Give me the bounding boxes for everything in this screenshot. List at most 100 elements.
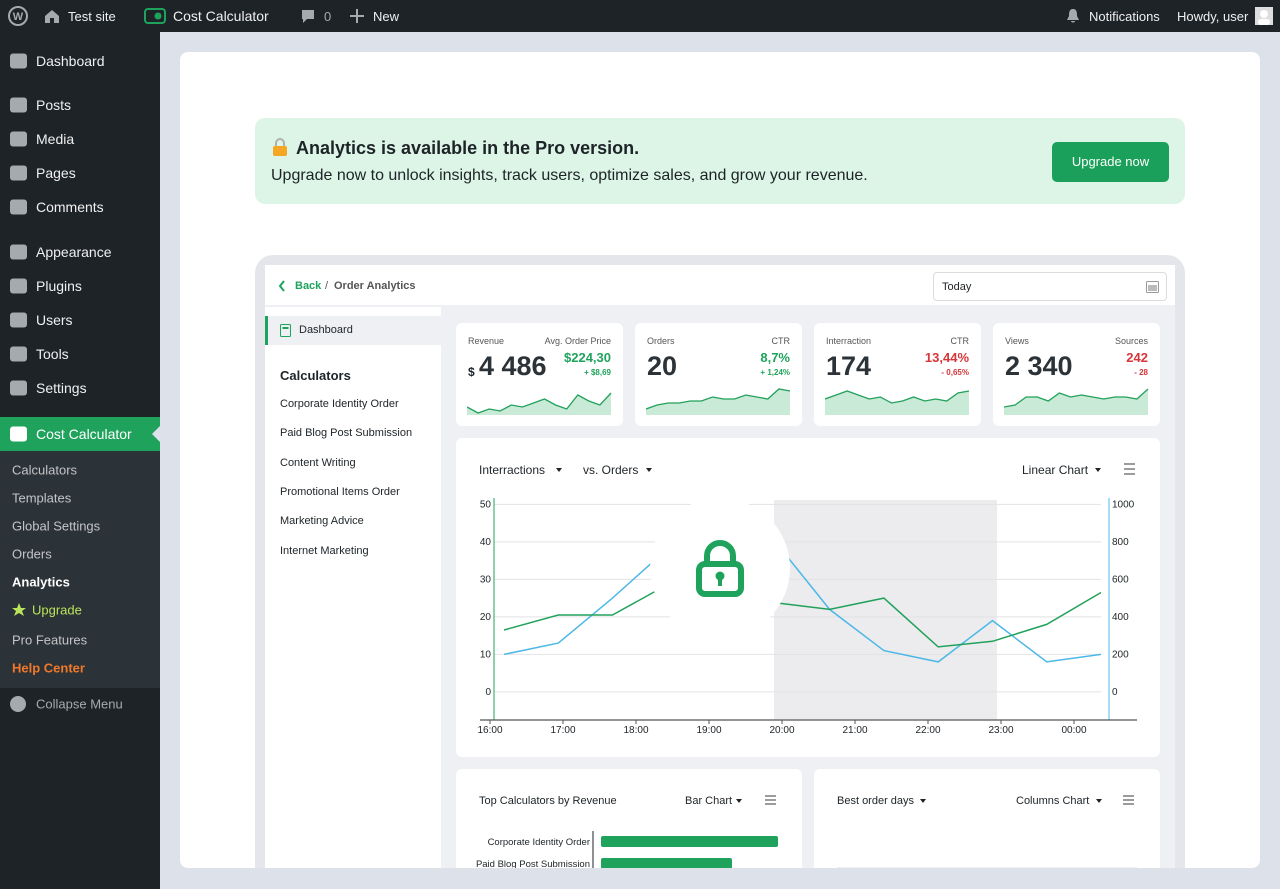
back-link[interactable]: Back	[295, 280, 322, 292]
caret	[920, 799, 926, 803]
caret	[1095, 468, 1101, 472]
type-select[interactable]: Bar Chart	[685, 795, 732, 807]
y-tick-label: 10	[480, 649, 492, 660]
menu-item[interactable]: Dashboard	[36, 53, 105, 69]
menu-icon	[10, 97, 27, 113]
lock-shackle	[704, 540, 736, 566]
submenu-item[interactable]: Help Center	[12, 660, 85, 676]
stat-side-label: CTR	[771, 336, 791, 346]
submenu-item[interactable]: Global Settings	[12, 518, 101, 534]
menu-icon	[10, 278, 27, 294]
calculator-link[interactable]: Corporate Identity Order	[280, 398, 399, 410]
active-menu[interactable]: Cost Calculator	[36, 426, 132, 442]
menu-item[interactable]: Plugins	[36, 278, 82, 294]
svg-text:W: W	[13, 11, 24, 23]
menu-item[interactable]: Posts	[36, 97, 72, 113]
submenu-item[interactable]: Orders	[12, 546, 52, 562]
calculator-link[interactable]: Paid Blog Post Submission	[280, 427, 413, 440]
preview-inner: Back / Order Analytics Today Dashboard C…	[265, 265, 1175, 868]
sparkline-area	[825, 391, 969, 415]
admin-bar: W Test site Cost Calculator 0 New Notifi…	[0, 0, 1280, 32]
plugin-icon	[144, 8, 166, 24]
menu-item[interactable]: Media	[36, 131, 75, 147]
notice-text: Upgrade now to unlock insights, track us…	[271, 167, 868, 184]
notifications-link[interactable]: Notifications	[1089, 9, 1160, 24]
menu-item[interactable]: Tools	[36, 346, 69, 362]
content-card: Analytics is available in the Pro versio…	[180, 52, 1260, 868]
type-select[interactable]: Linear Chart	[1022, 463, 1089, 477]
card-title: Best order days	[837, 795, 915, 807]
caret	[736, 799, 742, 803]
upgrade-button[interactable]: Upgrade now	[1052, 142, 1169, 182]
wp-logo[interactable]: W	[8, 6, 28, 26]
stat-currency: $	[468, 365, 475, 379]
submenu-item[interactable]: Upgrade	[32, 602, 82, 618]
notice-title: Analytics is available in the Pro versio…	[296, 138, 640, 158]
calculator-link[interactable]: Content Writing	[280, 456, 356, 469]
menu-item[interactable]: Settings	[36, 380, 87, 396]
stat-side-label: CTR	[950, 336, 970, 346]
sparkline-line	[467, 392, 612, 414]
comments-count[interactable]: 0	[324, 9, 332, 24]
stat-delta: - 0,65%	[941, 368, 969, 377]
bell-icon	[1067, 9, 1079, 23]
series-line	[503, 578, 1102, 648]
stat-delta: + $8,69	[584, 368, 611, 377]
submenu-bg	[0, 451, 160, 688]
date-input[interactable]: Today	[933, 272, 1167, 301]
metric-select[interactable]: Interractions	[479, 463, 545, 477]
sparkline	[1004, 388, 1149, 415]
y2-tick-label: 400	[1112, 612, 1129, 623]
calculator-link[interactable]: Marketing Advice	[280, 515, 364, 528]
stat-label: Views	[1005, 336, 1029, 346]
menu-item[interactable]: Users	[36, 312, 73, 328]
menu-item[interactable]: Comments	[36, 199, 104, 215]
sparkline-line	[646, 388, 791, 410]
new-link[interactable]: New	[373, 9, 400, 24]
site-link[interactable]: Test site	[68, 9, 116, 24]
comments-icon	[302, 10, 314, 23]
stat-value: 20	[647, 351, 678, 381]
submenu-item[interactable]: Analytics	[12, 574, 70, 590]
preview-sidebar: Dashboard Calculators Corporate Identity…	[265, 307, 441, 868]
bar-label: Paid Blog Post Submission	[476, 859, 590, 868]
stat-side-label: Avg. Order Price	[544, 336, 611, 346]
plugin-link[interactable]: Cost Calculator	[173, 8, 269, 24]
type-select[interactable]: Columns Chart	[1016, 795, 1089, 807]
stat-card: Revenue Avg. Order Price $4 486 $224,30 + $8…	[456, 323, 623, 426]
submenu-item[interactable]: Calculators	[12, 462, 78, 478]
stat-value: 2 340	[1005, 351, 1073, 381]
plus-icon	[350, 9, 364, 23]
bar	[601, 858, 732, 868]
stat-label: Orders	[647, 336, 675, 346]
stat-side-value: 13,44%	[924, 350, 969, 365]
submenu-item[interactable]: Pro Features	[12, 632, 88, 648]
menu-item[interactable]: Appearance	[36, 244, 112, 260]
sparkline-area	[1004, 389, 1148, 415]
home-icon	[45, 10, 59, 23]
collapse-menu[interactable]: Collapse Menu	[36, 696, 123, 712]
menu-icon	[10, 312, 27, 328]
submenu-item[interactable]: Templates	[12, 490, 72, 506]
y-tick-label: 50	[480, 499, 492, 510]
preview-header: Back / Order Analytics Today	[265, 265, 1175, 305]
y2-tick-label: 0	[1112, 687, 1118, 698]
top-calculators-card: Top Calculators by Revenue Bar Chart Corpo…	[456, 769, 802, 868]
avatar[interactable]	[1255, 7, 1273, 25]
x-tick-label: 17:00	[550, 725, 575, 736]
x-tick-label: 20:00	[769, 725, 794, 736]
nav-active[interactable]: Dashboard	[265, 316, 441, 345]
nav-icon	[280, 324, 291, 337]
stat-side-value: 8,7%	[760, 350, 790, 365]
compare-select[interactable]: vs. Orders	[583, 463, 638, 477]
x-tick-label: 22:00	[915, 725, 940, 736]
star-icon	[12, 603, 26, 616]
y2-tick-label: 1000	[1112, 499, 1135, 510]
menu-item[interactable]: Pages	[36, 165, 76, 181]
user-greeting[interactable]: Howdy, user	[1177, 9, 1249, 24]
calculator-link[interactable]: Internet Marketing	[280, 544, 369, 557]
calculator-link[interactable]: Promotional Items Order	[280, 485, 400, 498]
nav-label: Dashboard	[299, 324, 353, 336]
sparkline-line	[825, 390, 970, 404]
chart-card: Interractions vs. Orders Linear Chart 0 10 20…	[456, 438, 1160, 757]
